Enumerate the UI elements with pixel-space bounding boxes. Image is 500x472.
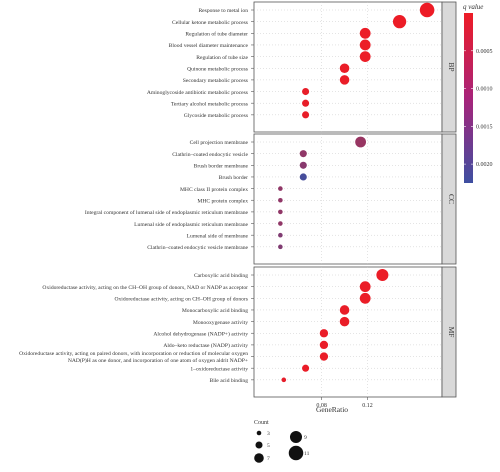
term-label: Oxidoreductase activity, acting on the C… [42, 284, 248, 291]
term-label: Lumenal side of endoplasmic reticulum me… [134, 221, 248, 228]
term-label: Lumenal side of membrane [187, 232, 249, 239]
panel-cc: Cell projection membrane Clathrin–coated … [85, 133, 457, 265]
size-legend-dot [288, 445, 304, 461]
data-point [302, 111, 310, 119]
term-label: Oxidoreductase activity, acting on CH–OH… [114, 296, 248, 303]
data-point [376, 268, 389, 282]
term-label: Quinone metabolic process [187, 66, 248, 72]
data-point [359, 51, 371, 62]
term-label: 1–oxidoreductase activity [190, 366, 248, 372]
term-label: Bile acid binding [209, 378, 248, 384]
term-label: Regulation of tube diameter [185, 31, 248, 38]
data-point [299, 150, 307, 158]
term-label: Cellular ketone metabolic process [172, 20, 248, 26]
term-label: Clathrin–coated endocytic vesicle membra… [147, 245, 248, 251]
term-label: Regulation of tube size [196, 54, 248, 61]
strip-background [441, 266, 457, 398]
size-legend-label: 3 [267, 431, 270, 437]
panel-bp: Response to metal ion Cellular ketone met… [147, 1, 457, 133]
term-label: Brush border membrane [194, 164, 249, 170]
data-point [339, 75, 350, 85]
data-point [319, 329, 329, 338]
plot-panels: Response to metal ion Cellular ketone met… [19, 1, 457, 409]
term-label: Monocarboxylic acid binding [182, 308, 248, 314]
colorbar-tick-label: 0.0015 [476, 124, 493, 130]
data-point [299, 173, 307, 181]
size-legend: Count 3 5 7 9 11 [254, 420, 310, 463]
data-point [339, 316, 350, 327]
data-point [359, 27, 371, 39]
term-label: Integral component of lumenal side of en… [85, 209, 249, 216]
size-legend-dot [255, 441, 263, 449]
data-point [339, 305, 350, 315]
colorbar-tick-label: 0.0020 [476, 162, 493, 168]
size-legend-label: 5 [267, 443, 270, 449]
strip-background [441, 133, 457, 265]
data-point [278, 232, 283, 238]
data-point [278, 186, 283, 191]
panel-mf: Carboxylic acid binding Oxidoreductase ac… [19, 266, 457, 398]
data-point [302, 88, 310, 96]
colorbar-title: q value [463, 3, 483, 11]
panel-frame [253, 266, 443, 398]
x-axis-label: GeneRatio [316, 405, 348, 414]
data-point [359, 39, 371, 51]
term-label: MHC class II protein complex [180, 187, 248, 193]
term-label: MHC protein complex [197, 198, 248, 204]
data-point [319, 352, 329, 361]
term-label: Response to metal ion [198, 8, 248, 14]
size-legend-dot [289, 430, 303, 444]
strip-label: BP [447, 62, 456, 71]
data-point [302, 99, 310, 107]
strip-background [441, 1, 457, 133]
data-point [392, 15, 407, 29]
term-label: Carboxylic acid binding [194, 273, 248, 279]
colorbar-tick-label: 0.0010 [476, 87, 493, 93]
strip-label: MF [447, 327, 456, 338]
colorbar-bar [464, 13, 473, 183]
size-legend-label: 9 [304, 435, 307, 441]
data-point [278, 197, 283, 203]
data-point [339, 63, 350, 74]
term-label: Secondary metabolic process [183, 78, 248, 84]
term-label: Alcohol dehydrogenase (NADP+) activity [153, 330, 248, 337]
term-label: Cell projection membrane [190, 140, 249, 146]
x-tick-label: 0.12 [362, 403, 373, 409]
data-point [281, 377, 287, 383]
data-point [299, 161, 307, 169]
data-point [278, 221, 283, 226]
term-label: Aldo–keto reductase (NADP) activity [163, 342, 248, 349]
term-label: Brush border [219, 175, 248, 181]
data-point [355, 136, 367, 148]
data-point [319, 340, 329, 350]
data-point [359, 292, 371, 304]
x-tick-label: 0.08 [316, 403, 327, 409]
data-point [302, 364, 310, 372]
term-label: Aminoglycoside antibiotic metabolic proc… [147, 90, 248, 96]
size-legend-label: 11 [304, 451, 310, 457]
term-label: Tertiary alcohol metabolic process [171, 101, 248, 107]
colorbar-legend: q value 0.0005 0.0010 0.0015 0.0020 [463, 3, 493, 183]
term-label: Glycoside metabolic process [184, 113, 248, 119]
term-label: Monooxygenase activity [193, 320, 248, 326]
data-point [419, 2, 435, 18]
size-legend-title: Count [254, 420, 269, 426]
size-legend-dot [256, 430, 262, 436]
data-point [278, 209, 283, 215]
strip-label: CC [447, 194, 456, 204]
data-point [359, 281, 371, 293]
colorbar-tick-label: 0.0005 [476, 49, 493, 55]
term-label: Clathrin–coated endocytic vesicle [172, 152, 248, 158]
size-legend-dot [254, 453, 264, 463]
data-point [278, 244, 283, 250]
term-label: Blood vessel diameter maintenance [169, 43, 249, 49]
size-legend-label: 7 [267, 456, 270, 462]
term-label: Oxidoreductase activity, acting on paire… [19, 350, 248, 364]
